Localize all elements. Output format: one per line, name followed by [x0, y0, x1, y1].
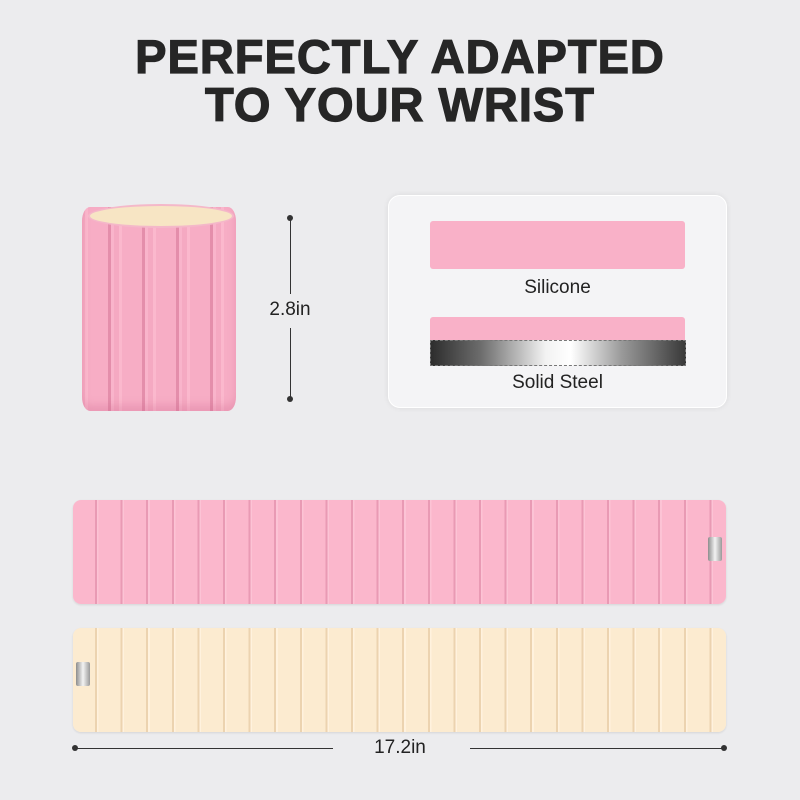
strap-inner-beige	[73, 628, 726, 732]
headline-line-2: TO YOUR WRIST	[204, 78, 595, 131]
strap-outer-pink	[73, 500, 726, 604]
metal-clasp	[76, 662, 90, 686]
height-label: 2.8in	[269, 299, 311, 320]
length-dimension-line	[470, 747, 724, 749]
silicone-sample	[430, 221, 685, 269]
steel-core-sample	[430, 340, 686, 366]
dimension-dot	[721, 745, 727, 751]
length-label: 17.2in	[374, 737, 426, 758]
height-dimension-line	[289, 218, 291, 294]
dimension-dot	[287, 396, 293, 402]
height-dimension-line	[289, 328, 291, 398]
silicone-label: Silicone	[524, 277, 591, 298]
wrist-weight-cylinder-image	[82, 207, 236, 411]
length-dimension-line	[75, 747, 333, 749]
cylinder-inner-rim	[88, 204, 234, 228]
headline-line-1: PERFECTLY ADAPTED	[135, 30, 665, 83]
silicone-layer	[430, 317, 685, 340]
steel-label: Solid Steel	[512, 372, 603, 393]
metal-clasp	[708, 537, 722, 561]
